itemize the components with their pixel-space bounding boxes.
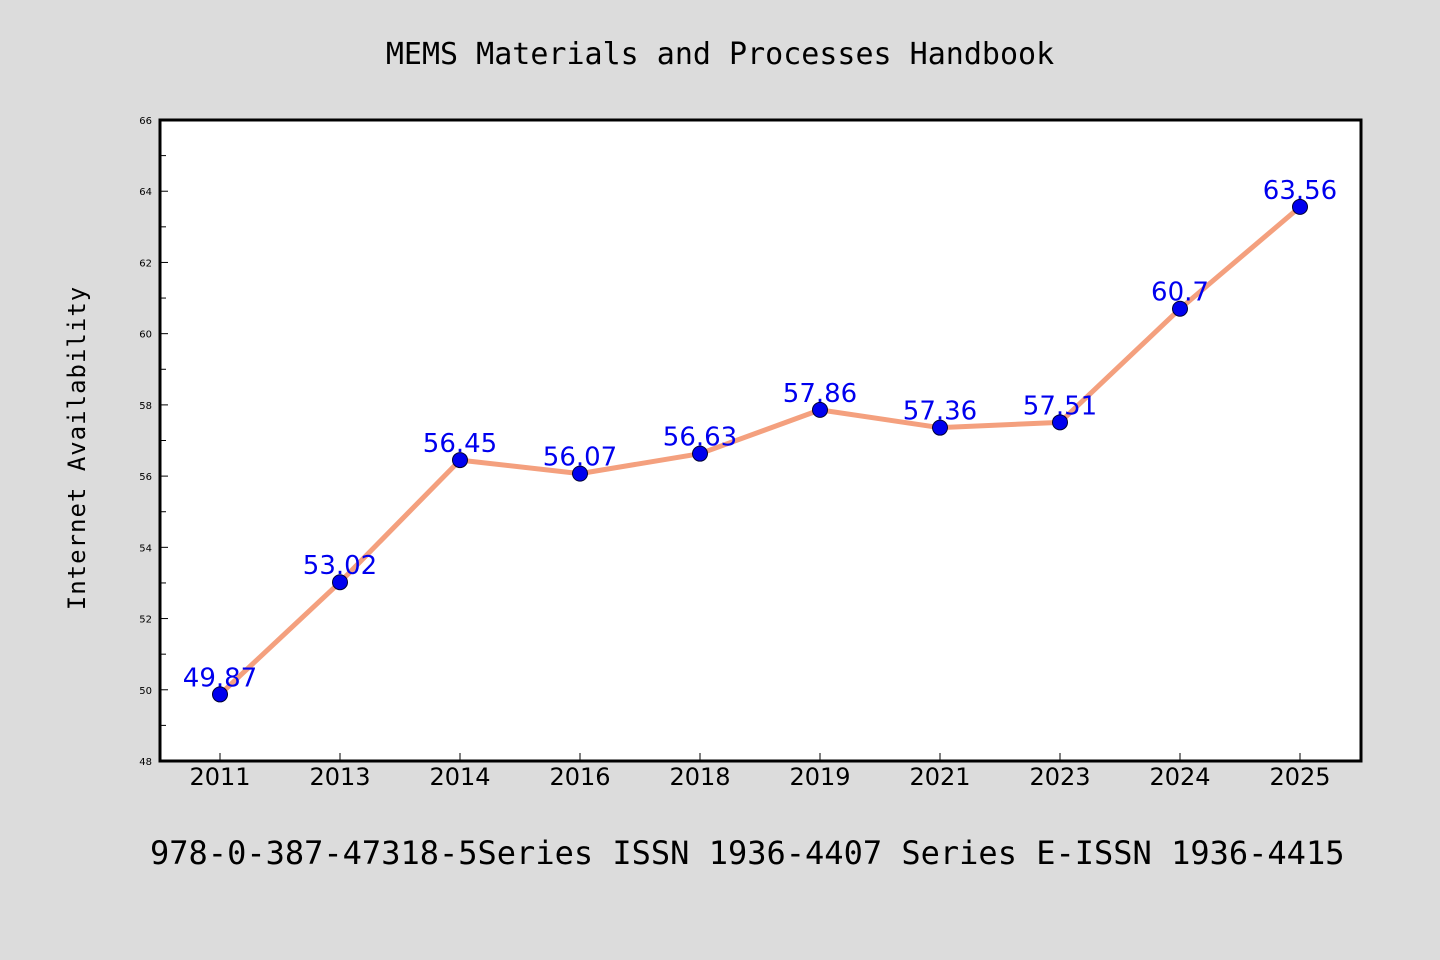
- x-axis: 2011 2013 2014 2016 2018 2019 2021 2023 2024 2025: [189, 753, 1331, 791]
- y-tick-label: 54: [139, 543, 152, 554]
- data-label: 57.36: [903, 397, 977, 427]
- y-tick-label: 62: [139, 258, 152, 269]
- y-tick-label: 58: [139, 401, 152, 412]
- x-tick-label: 2019: [789, 763, 850, 791]
- data-label: 53.02: [303, 551, 377, 581]
- data-point: [812, 401, 828, 418]
- x-tick-label: 2014: [429, 763, 490, 791]
- series-layer: [212, 198, 1308, 703]
- x-tick-label: 2018: [669, 763, 730, 791]
- y-tick-label: 52: [139, 615, 152, 626]
- y-tick-label: 56: [139, 472, 152, 483]
- data-label: 63.56: [1263, 176, 1337, 206]
- data-point: [332, 574, 348, 591]
- plot-area: [158, 118, 1363, 763]
- data-point: [692, 445, 708, 462]
- x-tick-label: 2016: [549, 763, 610, 791]
- data-label: 57.86: [783, 379, 857, 409]
- data-labels: 49.87 53.02 56.45 56.07 56.63 57.86 57.36 57.51…: [183, 176, 1337, 694]
- data-label: 56.07: [543, 443, 617, 473]
- y-axis: 48 50 52 54 56 58 60 62 64 66: [139, 116, 168, 768]
- data-label: 56.45: [423, 429, 497, 459]
- data-point: [1172, 300, 1188, 317]
- y-axis-label: Internet Availability: [63, 286, 91, 610]
- data-label: 56.63: [663, 423, 737, 453]
- x-tick-label: 2013: [309, 763, 370, 791]
- data-point: [572, 465, 588, 482]
- chart-title: MEMS Materials and Processes Handbook: [386, 37, 1054, 72]
- x-tick-label: 2025: [1269, 763, 1330, 791]
- x-tick-label: 2011: [189, 763, 250, 791]
- x-tick-label: 2021: [909, 763, 970, 791]
- y-tick-label: 60: [139, 330, 152, 341]
- x-tick-label: 2023: [1029, 763, 1090, 791]
- data-label: 60.7: [1151, 278, 1209, 308]
- data-point: [932, 419, 948, 436]
- x-tick-label: 2024: [1149, 763, 1210, 791]
- data-label: 49.87: [183, 663, 257, 693]
- data-point: [1052, 414, 1068, 431]
- data-point: [452, 452, 468, 469]
- series-line: [217, 204, 1303, 697]
- y-tick-label: 48: [139, 757, 152, 768]
- y-tick-label: 66: [139, 116, 152, 127]
- y-tick-label: 64: [139, 187, 152, 198]
- data-point: [212, 686, 228, 703]
- y-tick-label: 50: [139, 686, 152, 697]
- data-label: 57.51: [1023, 391, 1097, 421]
- footer-isbn-issn: 978-0-387-47318-5Series ISSN 1936-4407 S…: [150, 834, 1344, 872]
- data-point: [1292, 198, 1308, 215]
